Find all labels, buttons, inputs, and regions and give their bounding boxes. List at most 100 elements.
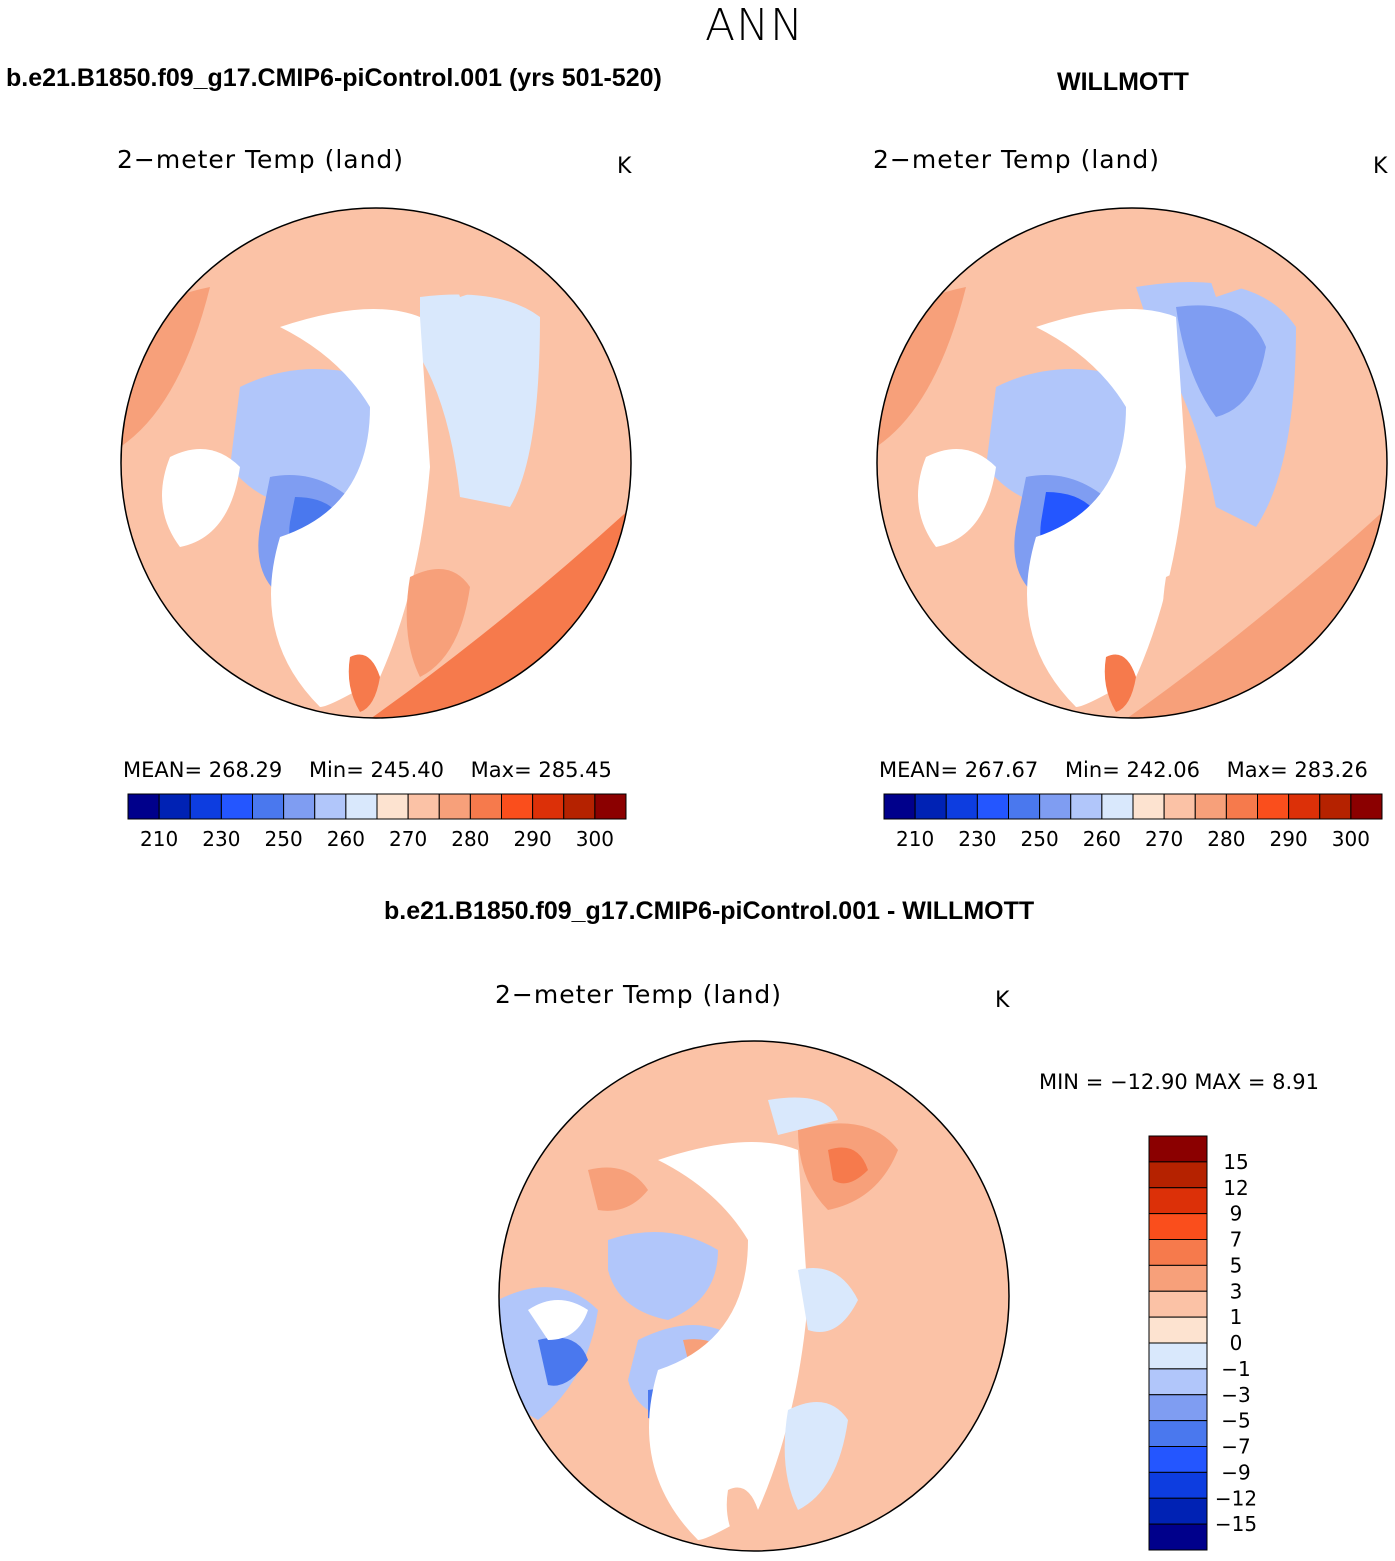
- panel1-colorbar-tick-label: 270: [389, 827, 427, 851]
- diff-colorbar-swatch: [1148, 1135, 1208, 1163]
- panel1-colorbar-tick-label: 290: [514, 827, 552, 851]
- panel1-colorbar: 210 230 250 260 270 280 290 300: [127, 793, 627, 851]
- diff-colorbar-swatch: [1148, 1187, 1208, 1215]
- panel1-colorbar-tick-label: 280: [451, 827, 489, 851]
- panel1-colorbar-swatch: [283, 793, 316, 820]
- panel2-colorbar-tick-label: 260: [1083, 827, 1121, 851]
- panel2-max-label: Max=: [1226, 758, 1288, 782]
- diff-colorbar-tick-label: −5: [1221, 1409, 1250, 1433]
- panel1-colorbar-swatch: [563, 793, 596, 820]
- diff-colorbar-tick-label: −15: [1215, 1512, 1257, 1536]
- panel2-colorbar-tick-label: 250: [1021, 827, 1059, 851]
- panel1-colorbar-swatch: [345, 793, 378, 820]
- panel1-unit: K: [617, 154, 632, 179]
- diff-unit: K: [995, 988, 1010, 1013]
- diff-colorbar-tick-label: −7: [1221, 1435, 1250, 1459]
- panel2-min-value: 242.06: [1126, 758, 1200, 782]
- panel2-colorbar-tick-label: 300: [1332, 827, 1370, 851]
- panel1-colorbar-swatch: [594, 793, 627, 820]
- diff-case-title: b.e21.B1850.f09_g17.CMIP6-piControl.001 …: [384, 897, 1035, 925]
- panel2-mean-value: 267.67: [964, 758, 1039, 782]
- panel1-colorbar-swatch: [469, 793, 502, 820]
- panel1-map-fill: [121, 208, 631, 718]
- panel1-colorbar-swatch: [438, 793, 471, 820]
- diff-colorbar-tick-label: 5: [1230, 1253, 1243, 1277]
- panel2-colorbar-swatch: [1101, 793, 1134, 820]
- panel1-min-label: Min=: [308, 758, 364, 782]
- diff-polar-map: [498, 1040, 1010, 1552]
- panel2-colorbar-swatch: [1350, 793, 1383, 820]
- panel1-mean-label: MEAN=: [123, 758, 203, 782]
- panel1-colorbar-tick-label: 260: [327, 827, 365, 851]
- diff-colorbar-tick-label: 12: [1223, 1176, 1248, 1200]
- panel2-colorbar-swatch: [1194, 793, 1227, 820]
- diff-colorbar-swatch: [1148, 1471, 1208, 1499]
- panel2-colorbar-swatch: [1288, 793, 1321, 820]
- panel1-max-label: Max=: [470, 758, 532, 782]
- panel2-colorbar-swatch: [883, 793, 916, 820]
- panel1-colorbar-tick-label: 230: [202, 827, 240, 851]
- diff-colorbar-tick-label: 9: [1230, 1202, 1243, 1226]
- panel2-colorbar-swatch: [1039, 793, 1072, 820]
- diff-colorbar-tick-label: −3: [1221, 1383, 1250, 1407]
- panel1-polar-map: [120, 207, 632, 719]
- diff-colorbar-swatch: [1148, 1497, 1208, 1525]
- panel2-colorbar-tick-label: 290: [1270, 827, 1308, 851]
- panel2-colorbar-swatch: [1008, 793, 1041, 820]
- diff-colorbar-swatch: [1148, 1316, 1208, 1344]
- panel2-min-label: Min=: [1064, 758, 1120, 782]
- panel2-colorbar-tick-label: 280: [1207, 827, 1245, 851]
- panel1-colorbar-swatch: [501, 793, 534, 820]
- diff-colorbar-tick-label: 3: [1230, 1279, 1243, 1303]
- diff-colorbar-swatch: [1148, 1368, 1208, 1396]
- panel2-colorbar-tick-label: 270: [1145, 827, 1183, 851]
- panel1-max-value: 285.45: [538, 758, 612, 782]
- panel2-colorbar: 210 230 250 260 270 280 290 300: [883, 793, 1383, 851]
- panel2-variable-title: 2−meter Temp (land): [873, 145, 1161, 174]
- panel1-colorbar-tick-label: 250: [265, 827, 303, 851]
- panel2-colorbar-swatch: [1132, 793, 1165, 820]
- panel2-polar-map: [876, 207, 1388, 719]
- panel2-colorbar-swatch: [945, 793, 978, 820]
- panel1-mean-value: 268.29: [208, 758, 283, 782]
- panel1-colorbar-swatch: [158, 793, 191, 820]
- diff-colorbar-swatch: [1148, 1161, 1208, 1189]
- panel2-colorbar-swatch: [976, 793, 1009, 820]
- season-title: ANN: [705, 0, 804, 51]
- diff-colorbar-tick-label: −9: [1221, 1460, 1250, 1484]
- diff-colorbar-swatch: [1148, 1239, 1208, 1266]
- panel2-colorbar-swatch: [1163, 793, 1196, 820]
- panel2-colorbar-tick-label: 210: [896, 827, 934, 851]
- diff-minmax: MIN = −12.90 MAX = 8.91: [1039, 1070, 1319, 1094]
- panel2-stats: MEAN= 267.67 Min= 242.06 Max= 283.26: [879, 758, 1368, 782]
- panel1-colorbar-swatch: [252, 793, 285, 820]
- panel1-colorbar-swatch: [407, 793, 440, 820]
- panel2-unit: K: [1373, 154, 1388, 179]
- panel2-colorbar-swatch: [1319, 793, 1352, 820]
- panel2-map-fill: [877, 208, 1387, 718]
- panel1-colorbar-swatch: [127, 793, 160, 820]
- panel2-max-value: 283.26: [1294, 758, 1368, 782]
- diff-colorbar-swatch: [1148, 1213, 1208, 1240]
- diff-colorbar-tick-label: 7: [1230, 1228, 1243, 1252]
- diff-colorbar-swatch: [1148, 1420, 1208, 1447]
- panel1-colorbar-swatch: [314, 793, 347, 820]
- panel1-variable-title: 2−meter Temp (land): [117, 145, 405, 174]
- panel2-colorbar-swatch: [1257, 793, 1290, 820]
- panel1-colorbar-tick-label: 300: [576, 827, 614, 851]
- diff-colorbar-swatch: [1148, 1342, 1208, 1370]
- panel1-min-value: 245.40: [370, 758, 444, 782]
- diff-map-fill: [499, 1041, 1009, 1551]
- panel1-colorbar-swatch: [376, 793, 409, 820]
- diff-variable-title: 2−meter Temp (land): [495, 980, 783, 1009]
- panel1-colorbar-tick-label: 210: [140, 827, 178, 851]
- panel1-colorbar-swatch: [189, 793, 222, 820]
- diff-colorbar-tick-label: −1: [1221, 1357, 1250, 1381]
- panel2-colorbar-swatch: [914, 793, 947, 820]
- panel1-colorbar-swatch: [220, 793, 253, 820]
- diff-colorbar-tick-label: 15: [1223, 1150, 1248, 1174]
- diff-colorbar-swatch: [1148, 1264, 1208, 1292]
- panel2-case-title: WILLMOTT: [1057, 68, 1189, 96]
- panel2-colorbar-swatch: [1070, 793, 1103, 820]
